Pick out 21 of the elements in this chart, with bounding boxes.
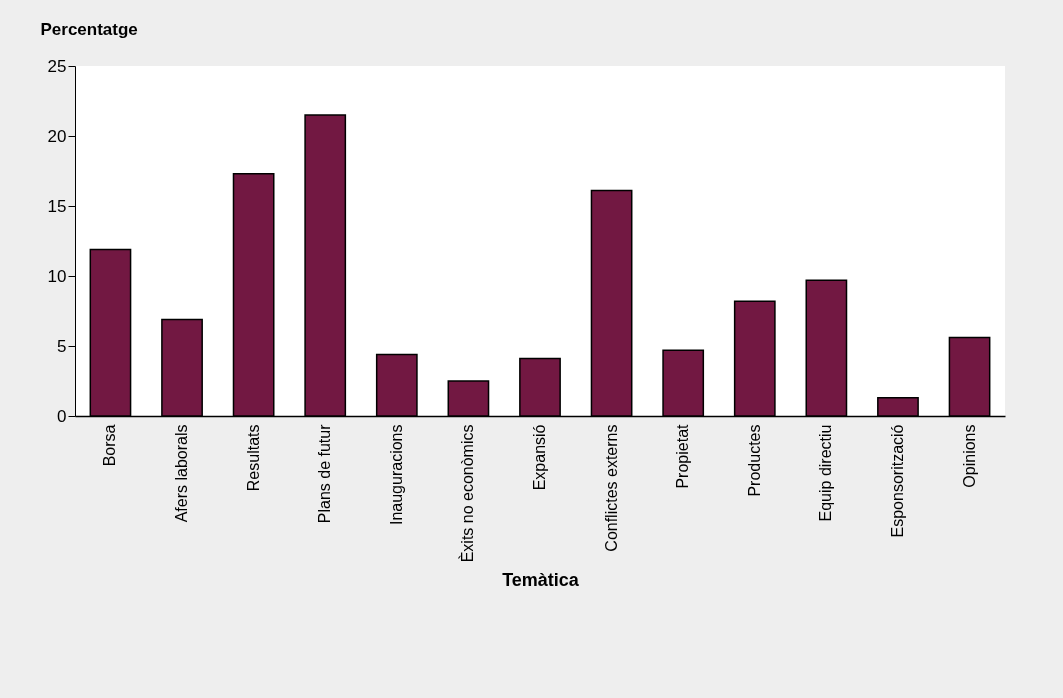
x-tick-label: Propietat <box>674 423 692 489</box>
x-tick-label: Conflictes externs <box>602 424 620 552</box>
x-axis-title: Temàtica <box>502 570 580 591</box>
x-tick-label: Resultats <box>244 424 262 492</box>
y-tick-label: 25 <box>47 56 67 76</box>
x-tick-label: Borsa <box>101 424 119 467</box>
x-tick-label: Afers laborals <box>173 424 191 523</box>
x-tick-label: Inauguracions <box>387 424 405 526</box>
x-tick-label: Opinions <box>960 424 978 488</box>
y-tick-label: 20 <box>47 126 67 146</box>
x-tick-label: Productes <box>745 424 763 497</box>
y-tick-label: 10 <box>47 266 67 286</box>
y-tick-label: 0 <box>57 406 67 426</box>
x-tick-label: Èxits no econòmics <box>458 424 477 563</box>
x-tick-label: Plans de futur <box>316 423 334 524</box>
y-axis-title: Percentatge <box>40 19 138 39</box>
x-tick-label: Esponsorització <box>888 424 906 538</box>
y-tick-label: 5 <box>57 336 67 356</box>
x-tick-label: Expansió <box>531 424 548 491</box>
y-tick-label: 15 <box>47 196 67 216</box>
x-tick-label: Equip directiu <box>817 424 835 522</box>
